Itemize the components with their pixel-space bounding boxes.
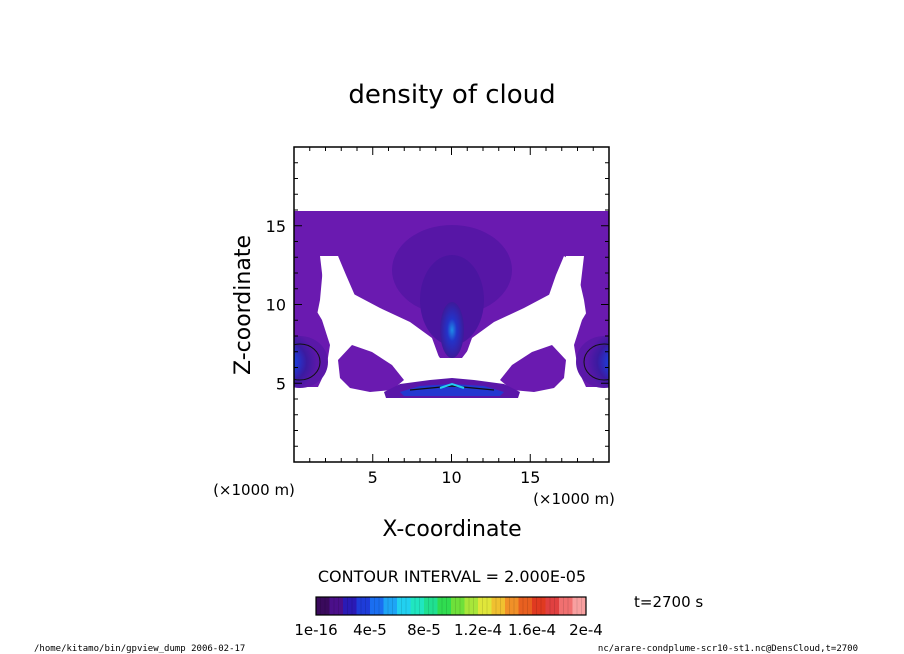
colorbar-swatch	[559, 597, 573, 615]
colorbar-swatch	[329, 597, 344, 615]
y-axis-label: Z-coordinate	[231, 235, 256, 375]
colorbar-label: 8e-5	[407, 621, 441, 639]
colorbar-swatch	[545, 597, 560, 615]
colorbar-label: 1.6e-4	[508, 621, 556, 639]
contour-line-base	[409, 385, 495, 391]
colorbar-swatch	[410, 597, 425, 615]
colorbar-label: 2e-4	[569, 621, 603, 639]
footer-left: /home/kitamo/bin/gpview_dump 2006-02-17	[34, 644, 245, 654]
colorbar-label: 1.2e-4	[454, 621, 502, 639]
axis-ticks	[294, 147, 609, 462]
contour-line-right	[583, 343, 609, 381]
x-tick-label: 10	[441, 468, 461, 487]
density-field	[294, 211, 609, 462]
colorbar-swatch	[370, 597, 384, 615]
left-edge-blob	[294, 336, 328, 388]
footer-right: nc/arare-condplume-scr10-st1.nc@DensClou…	[598, 644, 858, 654]
colorbar-swatch	[491, 597, 506, 615]
colorbar-swatch	[518, 597, 533, 615]
x-unit-label: (×1000 m)	[533, 490, 615, 508]
x-tick-labels: 5 10 15	[368, 468, 541, 487]
cloud-lower-left-lobe	[338, 345, 404, 392]
x-axis-label: X-coordinate	[382, 517, 521, 542]
colorbar-labels: 1e-16 4e-5 8e-5 1.2e-4 1.6e-4 2e-4	[294, 621, 603, 639]
cloud-base-core	[400, 384, 504, 396]
contour-interval-text: CONTOUR INTERVAL = 2.000E-05	[318, 567, 586, 586]
colorbar	[316, 597, 587, 615]
chart-title: density of cloud	[348, 80, 555, 110]
cloud-dome-inner	[420, 255, 484, 345]
colorbar-swatch	[424, 597, 438, 615]
colorbar-swatch	[464, 597, 479, 615]
cloud-core	[440, 302, 464, 358]
colorbar-frame	[315, 596, 587, 616]
right-edge-blob	[576, 336, 609, 388]
colorbar-swatch	[397, 597, 411, 615]
z-unit-label: (×1000 m)	[213, 481, 295, 499]
clear-air-right-band	[464, 256, 584, 360]
time-label: t=2700 s	[634, 593, 703, 611]
colorbar-swatch	[478, 597, 492, 615]
colorbar-swatch	[572, 597, 587, 615]
colorbar-label: 4e-5	[353, 621, 387, 639]
clear-air-left-band	[320, 256, 440, 360]
colorbar-swatch	[451, 597, 465, 615]
cloud-base-peak	[439, 382, 465, 389]
colorbar-label: 1e-16	[294, 621, 337, 639]
x-tick-label: 15	[520, 468, 540, 487]
y-tick-label: 10	[266, 296, 286, 315]
colorbar-swatch	[316, 597, 330, 615]
contour-line-left	[294, 343, 321, 381]
x-tick-label: 5	[368, 468, 378, 487]
y-tick-labels: 5 10 15	[266, 217, 286, 394]
colorbar-swatch	[356, 597, 371, 615]
y-tick-label: 15	[266, 217, 286, 236]
colorbar-swatch	[532, 597, 546, 615]
y-tick-label: 5	[276, 374, 286, 393]
colorbar-swatch	[343, 597, 357, 615]
colorbar-swatch	[383, 597, 398, 615]
cloud-lower-right-lobe	[500, 345, 566, 392]
colorbar-swatch	[437, 597, 452, 615]
colorbar-swatch	[505, 597, 519, 615]
